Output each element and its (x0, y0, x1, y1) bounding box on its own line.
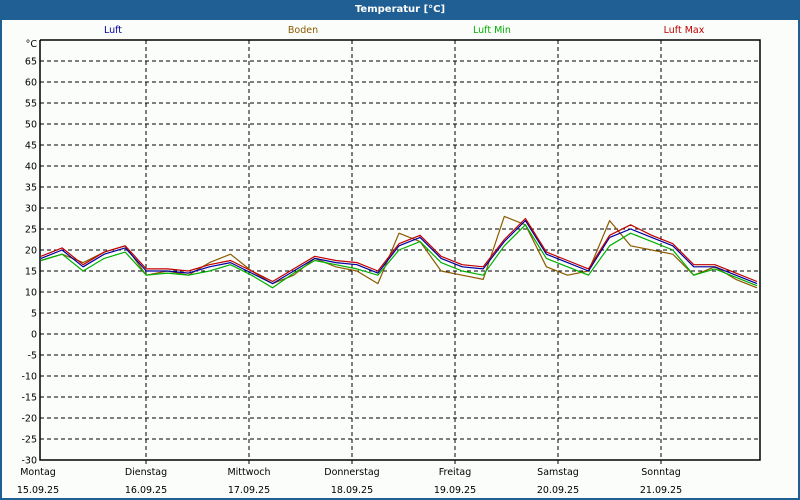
x-date-label: 19.09.25 (434, 485, 476, 496)
y-tick-label: 10 (25, 288, 37, 299)
y-tick-label: 65 (25, 57, 37, 68)
x-date-label: 18.09.25 (331, 485, 373, 496)
y-tick-label: -25 (21, 435, 37, 446)
series-line-luft (40, 220, 758, 285)
y-tick-label: 30 (25, 204, 37, 215)
y-tick-label: 50 (25, 120, 37, 131)
x-day-label: Samstag (537, 467, 579, 478)
x-date-label: 21.09.25 (640, 485, 682, 496)
x-day-label: Montag (20, 467, 56, 478)
x-date-label: 20.09.25 (537, 485, 579, 496)
x-date-label: 17.09.25 (228, 485, 270, 496)
legend-luft-min: Luft Min (473, 25, 511, 36)
y-tick-label: -15 (21, 393, 37, 404)
y-tick-label: 45 (25, 141, 37, 152)
x-date-label: 16.09.25 (125, 485, 167, 496)
chart-canvas: Luft Boden Luft Min Luft Max 65 60 55 50 45 4… (2, 20, 798, 498)
series-line-boden (40, 215, 758, 289)
y-tick-label: 60 (25, 78, 37, 89)
series-line-luft-max (40, 217, 758, 283)
y-tick-label: 0 (31, 330, 37, 341)
y-tick-label: 15 (25, 267, 37, 278)
y-axis-unit: °C (26, 39, 38, 50)
x-day-label: Freitag (439, 467, 472, 478)
plot-frame (39, 39, 761, 461)
y-tick-label: 25 (25, 225, 37, 236)
y-tick-label: -10 (21, 372, 37, 383)
window-title: Temperatur [°C] (354, 4, 446, 15)
y-tick-label: 5 (31, 309, 37, 320)
legend-luft: Luft (103, 25, 123, 36)
temperature-plot: 65605550454035302520151050-5-10-15-20-25… (17, 39, 761, 496)
legend-luft-max: Luft Max (663, 25, 705, 36)
y-tick-label: -30 (21, 456, 37, 467)
y-tick-label: 55 (25, 99, 37, 110)
y-tick-label: -20 (21, 414, 37, 425)
x-day-label: Dienstag (125, 467, 167, 478)
y-tick-label: 40 (25, 162, 37, 173)
x-day-label: Sonntag (641, 467, 680, 478)
y-tick-label: -5 (28, 351, 37, 362)
x-day-label: Donnerstag (324, 467, 379, 478)
x-date-label: 15.09.25 (17, 485, 59, 496)
y-tick-label: 20 (25, 246, 37, 257)
y-tick-label: 35 (25, 183, 37, 194)
series-line-luft-min (40, 224, 758, 289)
x-day-label: Mittwoch (227, 467, 270, 478)
legend-boden: Boden (287, 25, 319, 36)
